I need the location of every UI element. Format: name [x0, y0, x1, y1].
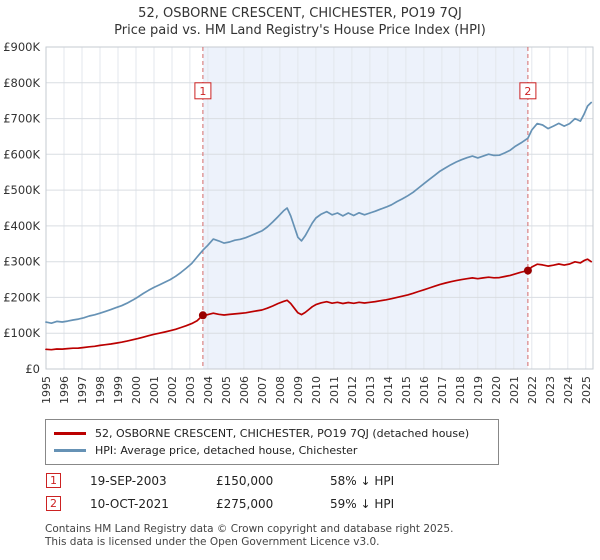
- svg-text:2016: 2016: [418, 376, 431, 404]
- legend-item-property: 52, OSBORNE CRESCENT, CHICHESTER, PO19 7…: [54, 425, 490, 442]
- footer: Contains HM Land Registry data © Crown c…: [45, 523, 600, 549]
- sale-row-2: 2 10-OCT-2021 £275,000 59% ↓ HPI: [46, 496, 600, 512]
- svg-text:£300K: £300K: [3, 255, 40, 269]
- sale-2-marker: 2: [46, 496, 61, 512]
- svg-text:£900K: £900K: [3, 40, 40, 54]
- svg-text:2021: 2021: [508, 376, 521, 404]
- svg-text:2002: 2002: [166, 376, 179, 404]
- svg-text:2025: 2025: [580, 376, 593, 404]
- svg-text:2000: 2000: [130, 376, 143, 404]
- svg-text:2008: 2008: [274, 376, 287, 404]
- svg-text:£100K: £100K: [3, 326, 40, 340]
- chart-title: 52, OSBORNE CRESCENT, CHICHESTER, PO19 7…: [138, 6, 462, 21]
- legend-item-hpi: HPI: Average price, detached house, Chic…: [54, 442, 490, 459]
- sale-1-marker: 1: [46, 473, 61, 489]
- sale-2-date: 10-OCT-2021: [90, 496, 169, 511]
- svg-text:1995: 1995: [40, 376, 53, 404]
- svg-text:2003: 2003: [184, 376, 197, 404]
- svg-text:£700K: £700K: [3, 112, 40, 126]
- svg-text:£400K: £400K: [3, 219, 40, 233]
- footer-line-2: This data is licensed under the Open Gov…: [45, 536, 380, 549]
- sale-1-date: 19-SEP-2003: [90, 473, 167, 488]
- svg-text:2014: 2014: [382, 376, 395, 404]
- svg-text:2019: 2019: [472, 376, 485, 404]
- legend-label-hpi: HPI: Average price, detached house, Chic…: [95, 444, 358, 458]
- price-chart: £0 £100K £200K £300K £400K £500K £600K £700K £80…: [3, 40, 594, 404]
- svg-text:2023: 2023: [544, 376, 557, 404]
- legend: 52, OSBORNE CRESCENT, CHICHESTER, PO19 7…: [45, 419, 499, 466]
- svg-text:£500K: £500K: [3, 183, 40, 197]
- hpi-line-swatch: [54, 449, 86, 453]
- sale-1-hpi: 58% ↓ HPI: [330, 473, 395, 488]
- sale-1-price: £150,000: [216, 473, 274, 488]
- svg-text:1998: 1998: [94, 376, 107, 404]
- svg-text:2011: 2011: [328, 376, 341, 404]
- svg-text:2024: 2024: [562, 376, 575, 404]
- svg-text:1999: 1999: [112, 376, 125, 404]
- svg-text:2006: 2006: [238, 376, 251, 404]
- svg-text:2010: 2010: [310, 376, 323, 404]
- svg-text:2: 2: [524, 85, 531, 98]
- svg-text:2013: 2013: [364, 376, 377, 404]
- svg-text:2020: 2020: [490, 376, 503, 404]
- chart-header: 52, OSBORNE CRESCENT, CHICHESTER, PO19 7…: [0, 0, 600, 39]
- svg-text:1996: 1996: [58, 376, 71, 404]
- svg-text:2018: 2018: [454, 376, 467, 404]
- svg-text:2005: 2005: [220, 376, 233, 404]
- legend-label-property: 52, OSBORNE CRESCENT, CHICHESTER, PO19 7…: [95, 427, 470, 441]
- svg-text:£600K: £600K: [3, 148, 40, 162]
- svg-text:£0: £0: [25, 362, 40, 376]
- svg-text:£200K: £200K: [3, 291, 40, 305]
- sale-2-hpi: 59% ↓ HPI: [330, 496, 395, 511]
- chart-subtitle: Price paid vs. HM Land Registry's House …: [114, 22, 486, 38]
- footer-line-1: Contains HM Land Registry data © Crown c…: [45, 523, 454, 536]
- sale-2-price: £275,000: [216, 496, 274, 511]
- svg-text:1: 1: [199, 85, 206, 98]
- sale-row-1: 1 19-SEP-2003 £150,000 58% ↓ HPI: [46, 473, 600, 489]
- svg-text:£800K: £800K: [3, 76, 40, 90]
- svg-text:2007: 2007: [256, 376, 269, 404]
- svg-text:2009: 2009: [292, 376, 305, 404]
- svg-text:2017: 2017: [436, 376, 449, 404]
- svg-text:2004: 2004: [202, 376, 215, 404]
- svg-text:2015: 2015: [400, 376, 413, 404]
- svg-text:2001: 2001: [148, 376, 161, 404]
- svg-text:2022: 2022: [526, 376, 539, 404]
- property-line-swatch: [54, 432, 86, 436]
- svg-text:1997: 1997: [76, 376, 89, 404]
- svg-text:2012: 2012: [346, 376, 359, 404]
